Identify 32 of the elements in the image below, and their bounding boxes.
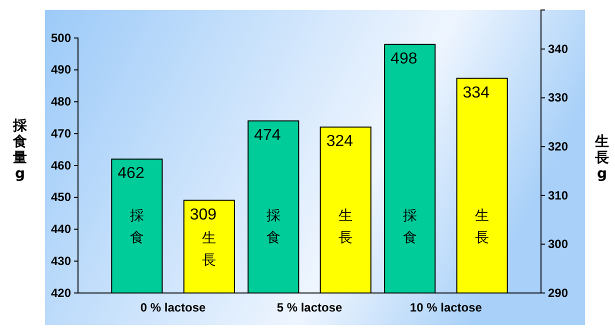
y2-tick-label: 300	[548, 237, 568, 252]
data-label: 324	[326, 133, 354, 150]
y-tick-label: 460	[50, 158, 72, 172]
text: 採食	[130, 208, 144, 246]
y-tick-label: 480	[50, 94, 72, 109]
y-tick-label: 500	[50, 30, 72, 45]
y2-axis-title: 生長g	[594, 134, 609, 182]
y-axis-title: 採食量g	[12, 118, 28, 182]
series-label: 生長	[202, 230, 216, 268]
y2-tick-label: 290	[548, 286, 568, 300]
data-label: 498	[390, 50, 418, 68]
data-label: 334	[462, 84, 490, 102]
y2-tick-label: 340	[548, 42, 568, 56]
x-tick-label: 0 % lactose	[140, 300, 206, 315]
data-label: 462	[118, 165, 144, 182]
text: 採食	[266, 208, 280, 246]
y2-tick-label: 330	[548, 90, 568, 105]
y-tick-label: 440	[50, 222, 72, 236]
y2-tick-label: 320	[548, 139, 568, 154]
text: 生長	[338, 208, 353, 246]
x-tick-label: 10 % lactose	[410, 300, 482, 315]
data-label: 309	[190, 206, 217, 224]
series-label: 採食	[402, 208, 417, 246]
y-tick-label: 490	[50, 62, 72, 77]
data-label: 474	[254, 126, 281, 144]
y-tick-label: 470	[50, 126, 72, 140]
y2-tick-label: 310	[548, 188, 568, 202]
x-tick-label: 5 % lactose	[276, 300, 343, 315]
text: 生長	[475, 208, 490, 246]
y-tick-label: 450	[50, 190, 72, 204]
y-tick-label: 420	[50, 286, 72, 300]
y-tick-label: 430	[50, 254, 72, 268]
